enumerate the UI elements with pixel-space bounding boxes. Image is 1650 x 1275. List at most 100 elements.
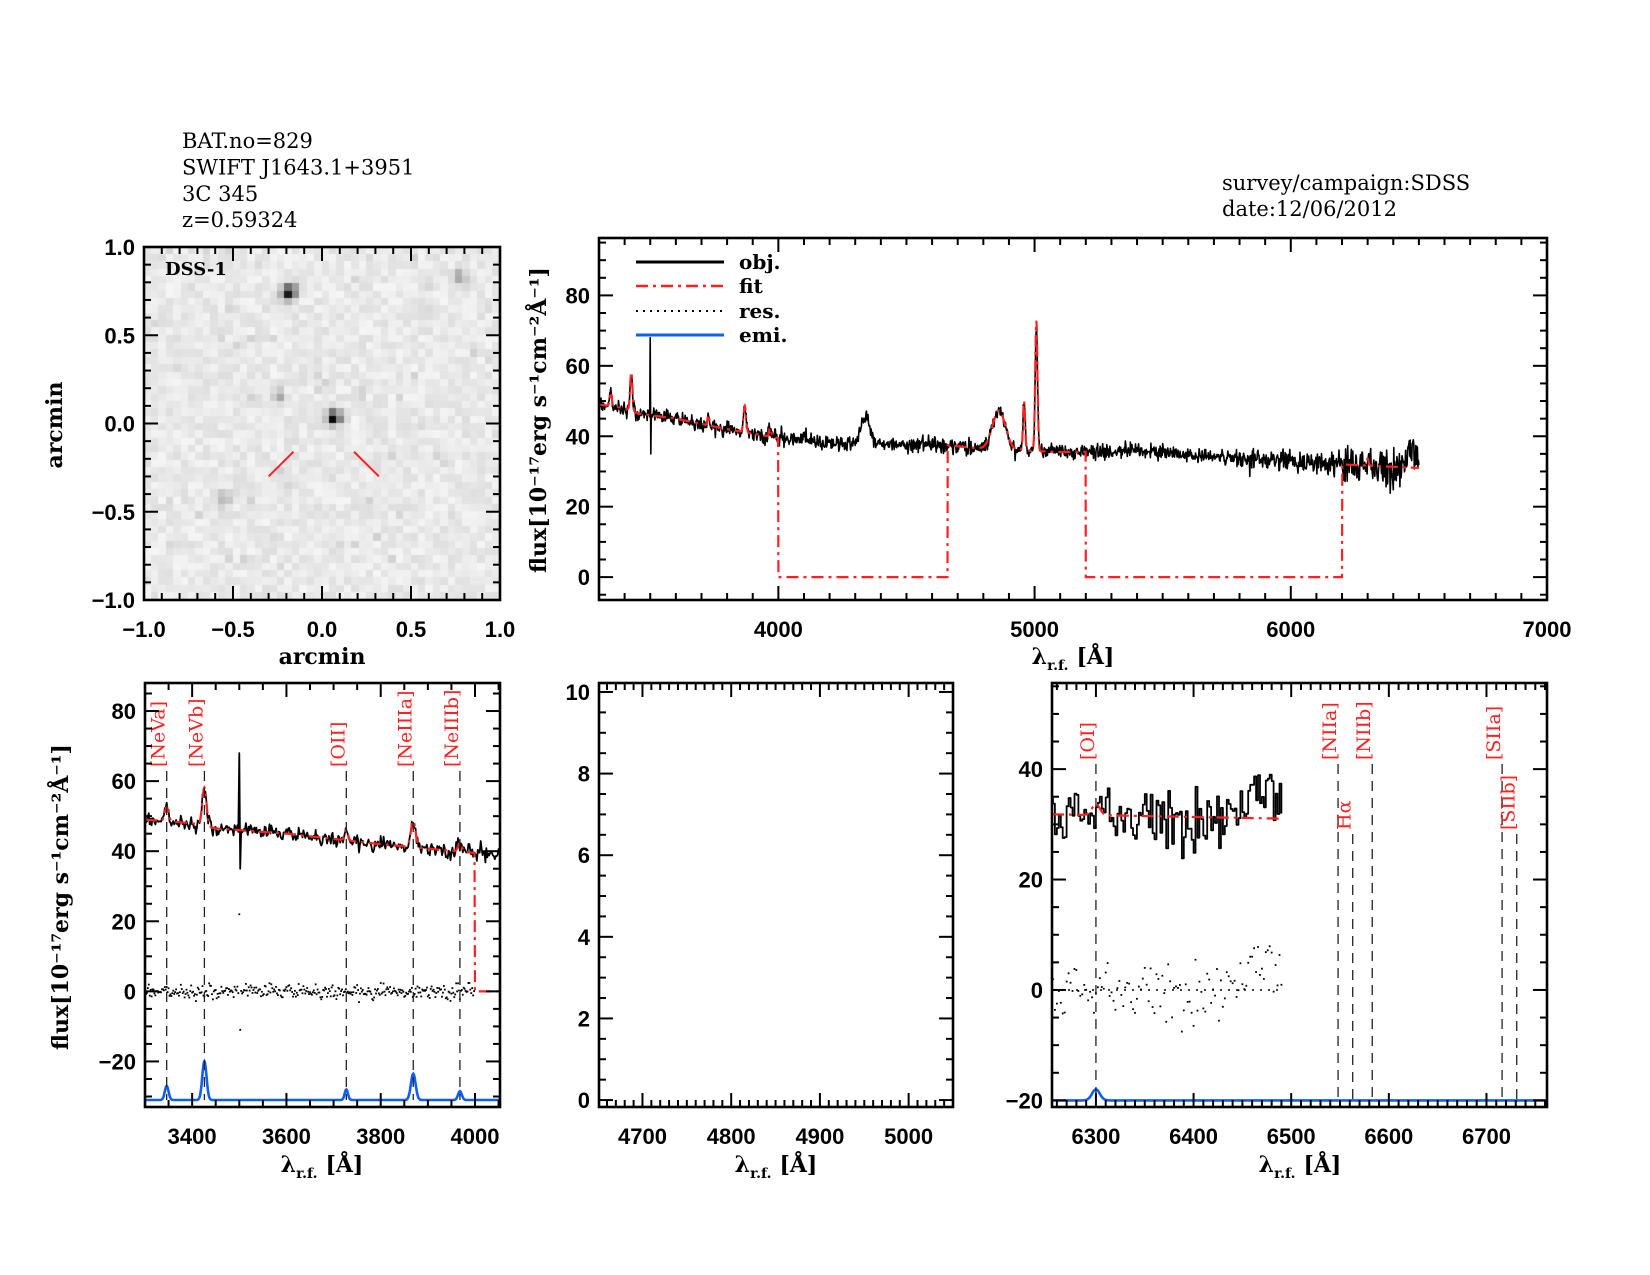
residual-point	[409, 990, 412, 993]
br-y-tick-label: 20	[1019, 868, 1043, 893]
residual-point	[241, 992, 244, 995]
bl-ticks	[145, 683, 500, 1107]
residual-point	[1163, 992, 1166, 994]
residual-point	[313, 992, 316, 994]
dss-x-tick-label: −0.5	[211, 617, 254, 642]
residual-point	[265, 994, 268, 996]
residual-point	[224, 989, 227, 992]
bl-y-tick-label: 0	[124, 979, 136, 1004]
residual-point	[462, 986, 465, 989]
residual-point	[291, 991, 293, 993]
residual-point	[386, 986, 389, 989]
swift-name: SWIFT J1643.1+3951	[182, 156, 414, 180]
residual-point	[145, 992, 148, 994]
full-y-tick-label: 20	[566, 495, 590, 520]
residual-point	[250, 986, 253, 989]
residual-point	[431, 989, 434, 992]
residual-point	[1171, 1016, 1173, 1019]
residual-point	[299, 988, 302, 991]
residual-point	[443, 988, 446, 991]
residual-point	[1262, 978, 1265, 980]
residual-point	[382, 982, 385, 985]
residual-point	[176, 992, 178, 995]
residual-point	[294, 989, 296, 992]
residual-point	[1237, 989, 1240, 992]
residual-point	[449, 999, 452, 1002]
legend-fit-label: fit	[739, 274, 764, 298]
legend-obj-label: obj.	[739, 250, 781, 274]
residual-point	[199, 991, 202, 994]
residual-point	[247, 986, 250, 989]
br-x-tick-label: 6600	[1364, 1124, 1413, 1149]
residual-point	[1130, 1001, 1132, 1004]
residual-point	[1218, 1019, 1220, 1022]
residual-point	[1161, 974, 1164, 977]
line-label: [SIIa]	[1483, 706, 1505, 760]
line-label: [NeVb]	[185, 698, 207, 767]
residual-point	[1216, 968, 1218, 970]
residual-point	[1124, 986, 1127, 989]
residual-point	[1233, 979, 1236, 982]
residual-point	[448, 991, 451, 994]
bl-fit-line	[145, 785, 500, 993]
residual-point	[189, 990, 192, 992]
residual-point	[207, 995, 210, 997]
bl-emi-line	[145, 1058, 500, 1102]
residual-point	[368, 990, 371, 992]
bm-y-tick-label: 10	[566, 680, 590, 705]
residual-point	[1196, 1009, 1199, 1012]
residual-point	[343, 990, 346, 993]
residual-point	[312, 989, 315, 992]
residual-point	[323, 989, 326, 992]
residual-point	[192, 990, 194, 993]
bat-number: BAT.no=829	[182, 129, 313, 153]
full-y-label: flux[10⁻¹⁷erg s⁻¹cm⁻²Å⁻¹]	[525, 267, 552, 573]
residual-point	[204, 990, 207, 993]
residual-point	[317, 991, 320, 994]
residual-point	[408, 990, 410, 993]
residual-point	[223, 990, 226, 992]
residual-point	[179, 983, 182, 986]
residual-point	[428, 997, 431, 999]
residual-point	[1149, 967, 1152, 970]
residual-point	[226, 987, 228, 989]
residual-point	[375, 992, 377, 995]
dss-y-tick-label: −0.5	[92, 500, 135, 525]
residual-point	[172, 989, 175, 992]
residual-point	[344, 988, 347, 991]
residual-point	[258, 988, 260, 991]
residual-point	[182, 990, 185, 993]
residual-point	[407, 992, 409, 995]
residual-point	[394, 990, 397, 993]
residual-point	[249, 984, 252, 987]
residual-point	[269, 991, 272, 994]
residual-point	[325, 988, 327, 990]
residual-point	[245, 989, 248, 992]
residual-point	[426, 995, 429, 998]
residual-point	[1110, 991, 1113, 994]
residual-point	[1143, 966, 1146, 969]
residual-point	[1220, 979, 1222, 982]
residual-point	[1259, 974, 1261, 976]
br-x-label: λr.f. [Å]	[1259, 1151, 1342, 1182]
residual-point	[360, 990, 363, 993]
bl-y-tick-label: 60	[112, 769, 136, 794]
residual-point	[360, 987, 362, 990]
residual-point	[292, 995, 294, 998]
residual-point	[1151, 1006, 1154, 1008]
br-y-tick-label: 0	[1031, 978, 1043, 1003]
residual-point	[1118, 980, 1121, 982]
survey-label: survey/campaign:SDSS	[1222, 171, 1470, 195]
residual-point	[433, 990, 436, 993]
residual-point	[284, 988, 287, 991]
residual-point	[1202, 1007, 1205, 1010]
residual-point	[377, 992, 380, 995]
full-y-tick-label: 40	[566, 424, 590, 449]
residual-point	[460, 989, 463, 991]
dss-plot-area	[267, 451, 380, 478]
header-info: BAT.no=829 SWIFT J1643.1+3951 3C 345 z=0…	[182, 129, 1470, 232]
full-x-tick-label: 7000	[1523, 617, 1572, 642]
residual-point	[333, 994, 336, 997]
residual-point	[1200, 990, 1203, 993]
residual-point	[212, 990, 215, 993]
